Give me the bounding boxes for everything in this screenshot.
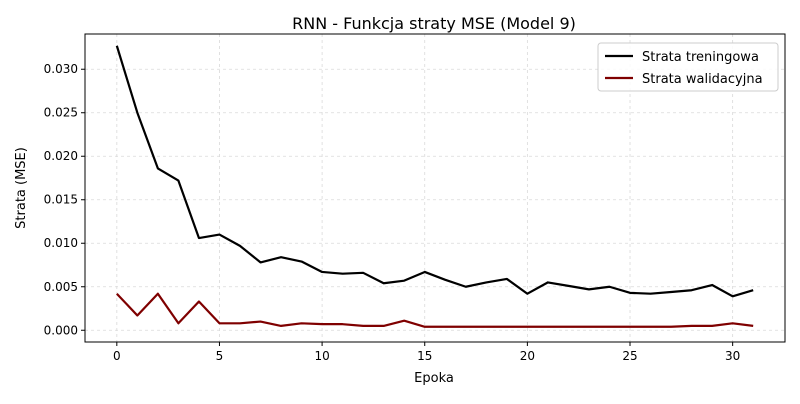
axes-frame (84, 33, 786, 343)
legend: Strata treningowa Strata walidacyjna (597, 42, 779, 92)
x-tick-label: 0 (113, 349, 121, 363)
x-tick-label: 10 (314, 349, 329, 363)
y-tick-label: 0.000 (44, 323, 78, 337)
series-lines (115, 45, 754, 328)
x-tick-label: 25 (622, 349, 637, 363)
x-tick-label: 15 (417, 349, 432, 363)
y-tick-label: 0.030 (44, 62, 78, 76)
legend-label-validation: Strata walidacyjna (642, 72, 763, 87)
y-axis-ticks: 0.000 0.005 0.010 0.015 0.020 0.025 0.030 (44, 62, 85, 337)
y-tick-label: 0.005 (44, 280, 78, 294)
chart-title: RNN - Funkcja straty MSE (Model 9) (292, 14, 576, 33)
legend-label-training: Strata treningowa (642, 50, 759, 65)
y-tick-label: 0.015 (44, 193, 78, 207)
x-axis-label: Epoka (414, 371, 454, 386)
training-loss-line (115, 45, 754, 298)
legend-box (597, 42, 779, 92)
validation-loss-line (116, 292, 754, 328)
y-tick-label: 0.010 (44, 236, 78, 250)
x-tick-label: 20 (520, 349, 535, 363)
y-tick-label: 0.020 (44, 149, 78, 163)
x-tick-label: 5 (216, 349, 224, 363)
y-tick-label: 0.025 (44, 106, 78, 120)
x-tick-label: 30 (725, 349, 740, 363)
x-axis-ticks: 0 5 10 15 20 25 30 (113, 342, 740, 363)
y-axis-label: Strata (MSE) (14, 147, 29, 229)
